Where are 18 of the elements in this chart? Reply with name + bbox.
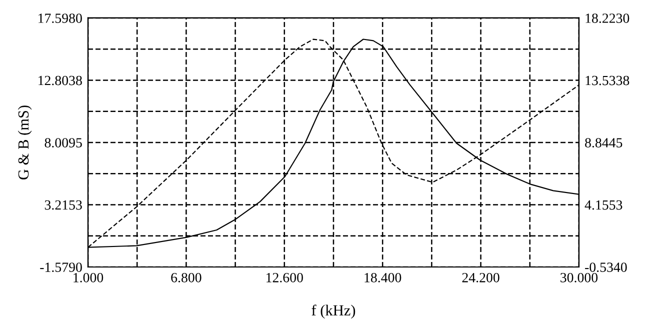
- y2-tick-label: 4.1553: [584, 200, 622, 210]
- x-tick-label: 6.800: [171, 272, 202, 282]
- y-tick-label: 17.5980: [38, 14, 82, 23]
- x-axis-title: f (kHz): [312, 304, 356, 319]
- x-tick-label: 1.000: [74, 272, 104, 282]
- y2-tick-label: 18.2230: [586, 14, 630, 23]
- x-tick-label: 18.400: [364, 272, 402, 282]
- x-tick-label: 12.600: [266, 272, 303, 282]
- x-tick-label: 30.000: [560, 272, 598, 282]
- y2-tick-label: -0.5340: [585, 262, 627, 272]
- y-tick-label: 8.0095: [44, 138, 82, 148]
- y2-tick-label: 13.5338: [586, 76, 630, 86]
- y-tick-label: 3.2153: [44, 200, 82, 210]
- y2-tick-label: 8.8445: [585, 138, 622, 148]
- x-tick-label: 24.200: [462, 272, 500, 282]
- y-axis-title: G & B (mS): [18, 106, 32, 180]
- y-tick-label: 12.8038: [38, 76, 82, 86]
- y-tick-label: -1.5790: [40, 262, 82, 272]
